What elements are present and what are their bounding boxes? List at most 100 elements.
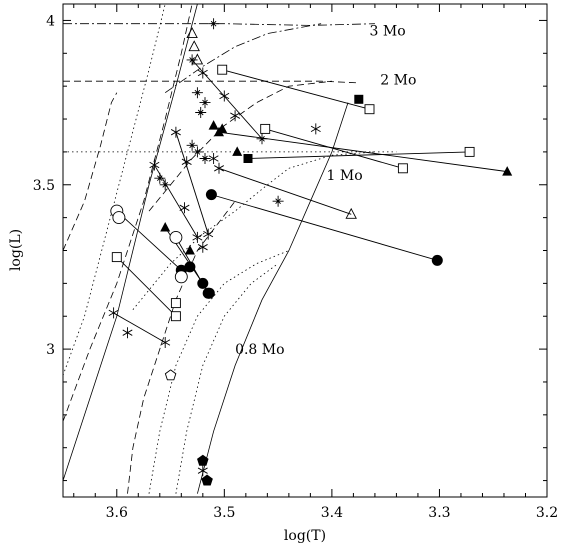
filled-triangle-marker xyxy=(502,166,513,176)
point-marker-31 xyxy=(197,465,208,477)
point-marker-4 xyxy=(191,53,204,65)
pair-13-end-marker xyxy=(345,207,357,219)
open-square-marker xyxy=(260,123,271,134)
star-marker xyxy=(208,18,220,30)
connection-line-11 xyxy=(265,128,403,169)
point-marker-1 xyxy=(208,18,220,30)
x-tick-label: 3.5 xyxy=(213,505,235,521)
x-tick-label: 3.2 xyxy=(536,505,558,521)
open-triangle-marker xyxy=(191,53,204,65)
point-marker-12 xyxy=(217,123,228,133)
evolutionary-track-10 xyxy=(127,200,236,494)
pair-11-mid-marker xyxy=(310,123,321,135)
asterisk-marker xyxy=(108,307,119,319)
pair-8-end-marker xyxy=(364,104,375,115)
asterisk-marker xyxy=(197,241,208,253)
pair-7-start-marker xyxy=(205,189,217,201)
asterisk-marker xyxy=(230,110,241,122)
evolutionary-track-3 xyxy=(63,80,359,84)
open-triangle-marker xyxy=(186,27,198,39)
point-marker-14 xyxy=(186,139,198,151)
open-circle-marker xyxy=(174,270,188,284)
asterisk-marker xyxy=(149,159,160,171)
point-marker-19 xyxy=(154,172,166,184)
open-circle-marker xyxy=(169,230,183,244)
star-marker xyxy=(256,133,268,145)
point-marker-20 xyxy=(159,179,171,191)
pair-8-mid-marker xyxy=(354,94,364,104)
connection-line-14 xyxy=(113,312,166,343)
asterisk-marker xyxy=(179,202,190,214)
point-marker-21 xyxy=(179,202,190,214)
filled-triangle-marker xyxy=(232,146,243,156)
point-marker-3 xyxy=(188,40,200,52)
point-marker-25 xyxy=(174,270,188,284)
asterisk-marker xyxy=(197,465,208,477)
pair-6-start-marker xyxy=(169,230,183,244)
open-square-marker xyxy=(464,146,475,157)
asterisk-marker xyxy=(197,67,208,79)
asterisk-marker xyxy=(122,327,133,339)
evolutionary-track-1 xyxy=(63,23,375,26)
open-pentagon-marker xyxy=(164,369,177,381)
pair-3-end-marker xyxy=(203,228,214,240)
evolutionary-track-12 xyxy=(148,250,290,494)
open-square-marker xyxy=(217,64,228,75)
axis-ticks: 3.6 3.5 3.4 3.3 3.2 3 3.5 4 xyxy=(33,4,558,521)
star-marker xyxy=(186,139,198,151)
x-axis-label: log(T) xyxy=(284,528,326,544)
open-square-marker xyxy=(170,311,181,322)
x-tick-label: 3.4 xyxy=(321,505,343,521)
open-square-marker xyxy=(111,252,122,263)
open-triangle-marker xyxy=(188,40,200,52)
pair-1-mid-marker xyxy=(170,298,181,309)
connection-line-2 xyxy=(154,164,198,238)
point-marker-17 xyxy=(208,153,219,164)
pair-11-start-marker xyxy=(260,123,271,134)
x-tick-label: 3.3 xyxy=(428,505,450,521)
star-connection-lines xyxy=(113,59,508,343)
point-marker-13 xyxy=(232,146,243,156)
pair-11-end-marker xyxy=(397,163,408,174)
pair-13-start-marker xyxy=(214,162,224,174)
filled-circle-marker xyxy=(184,261,196,273)
connection-line-12 xyxy=(247,151,470,159)
evolutionary-tracks xyxy=(62,3,397,494)
filled-square-marker xyxy=(243,154,253,163)
filled-circle-marker xyxy=(205,189,217,201)
filled-triangle-marker xyxy=(217,123,228,133)
asterisk-marker xyxy=(208,153,219,164)
star-marker xyxy=(199,153,211,164)
pair-12-end-marker xyxy=(464,146,475,157)
pair-8-start-marker xyxy=(217,64,228,75)
evolutionary-track-7 xyxy=(62,3,198,481)
connection-line-1 xyxy=(116,256,177,317)
open-triangle-marker xyxy=(345,207,357,219)
filled-pentagon-marker xyxy=(201,474,213,486)
asterisk-marker xyxy=(214,162,224,174)
open-square-marker xyxy=(397,163,408,174)
point-marker-9 xyxy=(219,90,230,102)
star-marker xyxy=(272,195,284,207)
connection-line-3 xyxy=(175,132,209,235)
evolutionary-track-8 xyxy=(197,102,349,494)
pair-1-start-marker xyxy=(111,252,122,263)
asterisk-marker xyxy=(160,337,171,348)
point-marker-16 xyxy=(199,153,211,164)
y-tick-label: 4 xyxy=(46,13,55,29)
point-marker-15 xyxy=(191,146,203,158)
point-marker-28 xyxy=(164,369,177,381)
point-marker-22 xyxy=(184,245,195,255)
filled-circle-marker xyxy=(197,277,209,289)
pair-14-mid-marker xyxy=(122,327,133,339)
point-marker-27 xyxy=(203,287,215,299)
star-marker xyxy=(191,146,203,158)
evolutionary-track-4 xyxy=(148,80,332,212)
y-tick-label: 3.5 xyxy=(33,178,55,194)
star-marker xyxy=(199,97,211,109)
asterisk-marker xyxy=(181,156,192,168)
plot-frame xyxy=(62,3,548,498)
evolutionary-track-13 xyxy=(175,263,279,494)
asterisk-marker xyxy=(310,123,321,135)
